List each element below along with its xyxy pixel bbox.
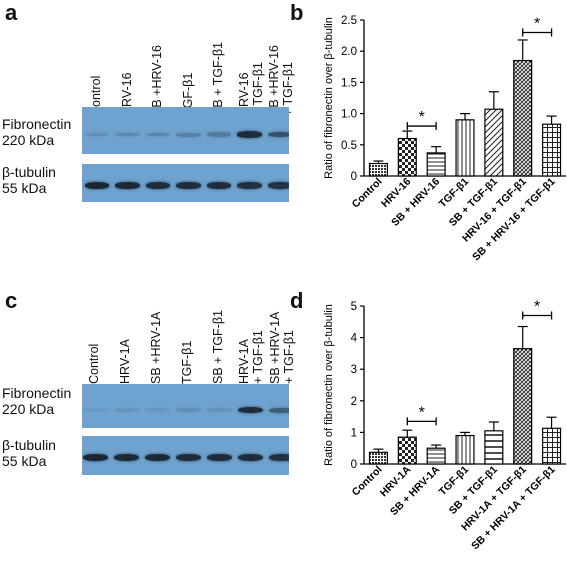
protein-band	[82, 408, 108, 412]
bar	[455, 119, 475, 177]
y-axis-label: Ratio of fibronectin over β-tubulin	[323, 17, 335, 179]
fibronectin-blot	[82, 107, 289, 154]
y-tick-label: 1.5	[341, 77, 357, 89]
significance-star: *	[419, 404, 425, 421]
x-tick-label: Control	[350, 464, 385, 499]
bar	[542, 427, 562, 465]
bar	[484, 430, 504, 465]
protein-band	[267, 131, 289, 138]
tubulin-blot	[82, 436, 289, 475]
protein-band	[206, 132, 232, 137]
lane-label: SB +HRV-16	[150, 45, 164, 116]
bar	[368, 451, 388, 465]
protein-band	[237, 131, 262, 138]
panel-letter-b: b	[290, 0, 304, 25]
x-tick-label: SB + TGF-β1	[447, 176, 500, 229]
y-tick-label: 0	[351, 459, 357, 471]
protein-band	[144, 408, 170, 412]
protein-band	[237, 181, 262, 189]
protein-band	[206, 408, 232, 412]
x-tick-label: SB + HRV-16 + TGF-β1	[470, 176, 558, 264]
y-tick-label: 2	[351, 396, 357, 408]
protein-band	[268, 454, 289, 461]
tubulin-label: β-tubulin 55 kDa	[2, 164, 56, 197]
protein-band	[145, 132, 171, 137]
lane-label: HRV-1A	[118, 339, 132, 384]
protein-band	[82, 454, 108, 461]
y-tick-label: 2.0	[341, 46, 357, 58]
bar	[513, 348, 533, 465]
panel-letter-a: a	[5, 0, 18, 25]
y-tick-label: 1.0	[341, 109, 357, 121]
protein-band	[175, 408, 201, 412]
y-tick-label: 3	[351, 364, 357, 376]
y-axis-label: Ratio of fibronectin over β-tubulin	[323, 304, 335, 466]
protein-band	[176, 132, 201, 137]
x-tick-label: SB + HRV-1A	[388, 463, 443, 518]
bar	[484, 108, 504, 177]
bar	[368, 162, 388, 177]
protein-band	[206, 181, 232, 189]
panel-letter-c: c	[5, 288, 18, 313]
bar	[426, 447, 446, 465]
lane-label: HRV-1A + TGF-β1	[237, 330, 265, 384]
protein-band	[206, 454, 232, 461]
fibronectin-blot	[82, 384, 289, 428]
bar	[542, 123, 562, 177]
y-tick-label: 5	[351, 301, 357, 313]
chart-d: 0 1 2 3 4 5 Ratio of fibronectin over β-tubuli…	[323, 298, 566, 552]
x-tick-label: HRV-1A + TGF-β1	[459, 464, 529, 534]
lane-label: Control	[87, 343, 101, 384]
bar	[455, 434, 475, 465]
protein-band	[144, 454, 170, 461]
panel-letter-d: d	[290, 288, 304, 313]
protein-band	[237, 454, 263, 461]
chart-b: 0 0.5 1.0 1.5 2.0 2.5 Ratio of fibronectin ove…	[323, 15, 566, 263]
x-tick-label: HRV-16 + TGF-β1	[460, 176, 529, 245]
significance-star: *	[419, 109, 425, 126]
lane-label: SB + TGF-β1	[211, 310, 225, 384]
lane-label: SB +HRV-1A	[149, 311, 163, 384]
y-tick-label: 4	[351, 333, 358, 345]
tubulin-label: β-tubulin 55 kDa	[2, 437, 56, 470]
lane-label: SB +HRV-16 + TGF-β1	[267, 45, 295, 116]
significance-star: *	[534, 15, 540, 32]
protein-band	[115, 181, 140, 189]
protein-band	[84, 132, 110, 137]
x-tick-label: SB + HRV-1A + TGF-β1	[469, 464, 558, 553]
protein-band	[176, 181, 201, 189]
x-tick-label: SB + HRV-16	[389, 176, 442, 229]
x-tick-label: SB + TGF-β1	[447, 464, 500, 517]
bar	[397, 137, 417, 177]
significance-star: *	[534, 298, 540, 315]
y-tick-label: 2.5	[341, 15, 357, 27]
protein-band	[84, 181, 110, 189]
protein-band	[115, 132, 140, 137]
x-tick-label: HRV-16	[379, 176, 413, 210]
fibronectin-label: Fibronectin 220 kDa	[2, 116, 72, 149]
bar	[426, 152, 446, 177]
protein-band	[237, 406, 263, 414]
bar	[397, 436, 417, 465]
bar	[513, 59, 533, 177]
x-tick-label: TGF-β1	[437, 176, 472, 211]
y-tick-label: 0.5	[341, 140, 357, 152]
x-tick-label: TGF-β1	[437, 464, 472, 499]
protein-band	[267, 181, 289, 189]
lane-label: SB +HRV-1A + TGF-β1	[268, 311, 296, 384]
lane-label: TGF-β1	[180, 340, 194, 384]
protein-band	[113, 408, 139, 412]
protein-band	[175, 454, 201, 461]
tubulin-blot	[82, 164, 289, 202]
x-tick-label: HRV-1A	[378, 463, 414, 499]
protein-band	[113, 454, 139, 461]
protein-band	[268, 407, 289, 413]
lane-label: SB + TGF-β1	[211, 42, 225, 116]
fibronectin-label: Fibronectin 220 kDa	[2, 385, 72, 418]
y-tick-label: 0	[351, 171, 357, 183]
y-tick-label: 1	[351, 427, 357, 439]
protein-band	[145, 181, 171, 189]
x-tick-label: Control	[350, 176, 385, 211]
